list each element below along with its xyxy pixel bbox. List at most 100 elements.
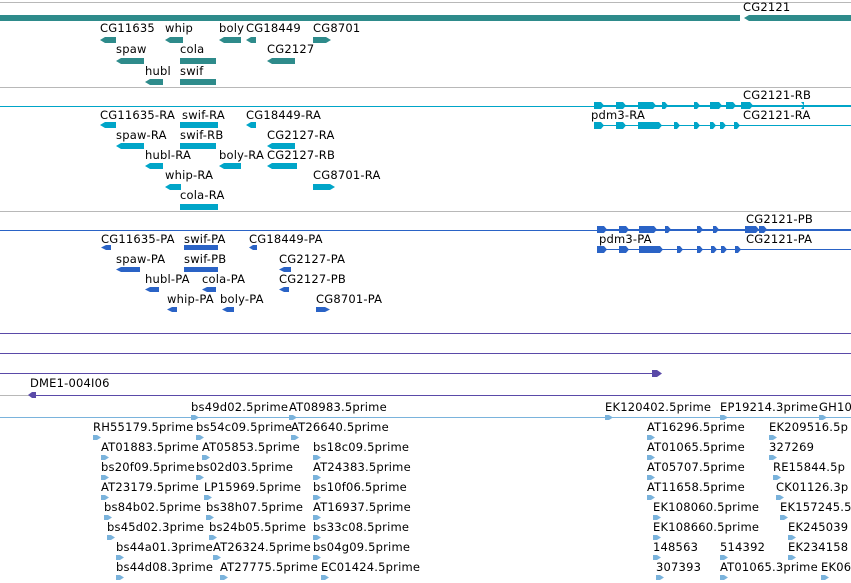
- feature-label-hubl-ra[interactable]: hubl-RA: [145, 148, 192, 162]
- transcript-bar-cg11635-ra[interactable]: [100, 122, 116, 128]
- feature-label-bs84b02-5prime[interactable]: bs84b02.5prime: [104, 500, 202, 514]
- transcript-chain-cg2121-rb[interactable]: [594, 102, 851, 109]
- feature-label-whip[interactable]: whip: [165, 21, 193, 35]
- est-mark-bs44a01-3prime[interactable]: [116, 555, 124, 560]
- gene-bar-boly[interactable]: [219, 37, 241, 43]
- est-mark-at16937-5prime[interactable]: [313, 515, 321, 520]
- feature-label-bs38h07-5prime[interactable]: bs38h07.5prime: [206, 500, 304, 514]
- est-mark-at26640-5prime[interactable]: [291, 435, 299, 440]
- est-mark-at01065-5prime[interactable]: [647, 455, 655, 460]
- protein-chain-pdm3-pa[interactable]: [597, 246, 747, 253]
- feature-label-cg2127-ra[interactable]: CG2127-RA: [267, 128, 335, 142]
- est-mark-bs38h07-5prime[interactable]: [206, 515, 214, 520]
- transcript-bar-cg2127-rb[interactable]: [267, 163, 297, 169]
- feature-label-307393[interactable]: 307393: [656, 560, 702, 574]
- feature-label-bs45d02-3prime[interactable]: bs45d02.3prime: [107, 520, 205, 534]
- feature-label-cg8701-ra[interactable]: CG8701-RA: [313, 168, 381, 182]
- feature-label-cg2127[interactable]: CG2127: [267, 42, 315, 56]
- feature-label-lp15969-5prime[interactable]: LP15969.5prime: [204, 480, 302, 494]
- est-mark-bs24b05-5prime[interactable]: [209, 535, 217, 540]
- feature-label-ep19214-3prime[interactable]: EP19214.3prime: [720, 400, 819, 414]
- feature-label-cg18449[interactable]: CG18449: [246, 21, 301, 35]
- est-mark-at05853-5prime[interactable]: [202, 455, 210, 460]
- feature-label-ek06[interactable]: EK06: [821, 560, 851, 574]
- est-mark-bs84b02-5prime[interactable]: [104, 515, 112, 520]
- feature-label-cola-ra[interactable]: cola-RA: [180, 188, 225, 202]
- feature-label-hubl[interactable]: hubl: [145, 64, 171, 78]
- feature-label-spaw-pa[interactable]: spaw-PA: [116, 252, 166, 266]
- est-mark-ek108660-5prime[interactable]: [653, 535, 661, 540]
- clone-start-marker[interactable]: [28, 392, 36, 398]
- feature-label-swif-pb[interactable]: swif-PB: [184, 252, 227, 266]
- feature-label-swif[interactable]: swif: [180, 64, 204, 78]
- feature-label-swif-ra[interactable]: swif-RA: [182, 108, 225, 122]
- feature-label-at24383-5prime[interactable]: AT24383.5prime: [313, 460, 411, 474]
- feature-label-swif-rb[interactable]: swif-RB: [180, 128, 224, 142]
- est-mark-ck01126-3p[interactable]: [776, 495, 784, 500]
- feature-label-at16937-5prime[interactable]: AT16937.5prime: [313, 500, 411, 514]
- gene-bar-whip[interactable]: [165, 37, 183, 43]
- feature-label-at05853-5prime[interactable]: AT05853.5prime: [202, 440, 300, 454]
- feature-label-re15844-5p[interactable]: RE15844.5p: [773, 460, 846, 474]
- feature-label-ek120402-5prime[interactable]: EK120402.5prime: [605, 400, 712, 414]
- feature-label-ck01126-3p[interactable]: CK01126.3p: [776, 480, 849, 494]
- transcript-bar-swif-ra[interactable]: [180, 122, 218, 128]
- protein-bar-spaw-pa[interactable]: [116, 267, 140, 272]
- est-mark-bs02d03-5prime[interactable]: [196, 475, 204, 480]
- transcript-bar-spaw-ra[interactable]: [116, 143, 144, 149]
- feature-label-cg18449-pa[interactable]: CG18449-PA: [249, 232, 323, 246]
- gene-bar-cola[interactable]: [180, 58, 216, 64]
- est-mark-ek234158[interactable]: [788, 555, 796, 560]
- est-mark-514392[interactable]: [720, 555, 728, 560]
- est-mark-at11658-5prime[interactable]: [647, 495, 655, 500]
- transcript-bar-whip-ra[interactable]: [165, 184, 181, 190]
- est-mark-bs10f06-5prime[interactable]: [313, 495, 321, 500]
- est-mark-at01065-3prime[interactable]: [720, 575, 728, 580]
- feature-label-pdm3-pa[interactable]: pdm3-PA: [599, 232, 652, 246]
- feature-label-pdm3-ra[interactable]: pdm3-RA: [591, 108, 646, 122]
- protein-bar-cola-pa[interactable]: [202, 287, 216, 292]
- feature-label-cg18449-ra[interactable]: CG18449-RA: [246, 108, 322, 122]
- feature-label-at01065-3prime[interactable]: AT01065.3prime: [720, 560, 818, 574]
- gene-bar-cg2127[interactable]: [267, 58, 295, 64]
- feature-label-gh10[interactable]: GH10: [819, 400, 851, 414]
- feature-label-at26324-5prime[interactable]: AT26324.5prime: [213, 540, 311, 554]
- est-mark-at26324-5prime[interactable]: [213, 555, 221, 560]
- feature-label-ek108060-5prime[interactable]: EK108060.5prime: [653, 500, 760, 514]
- feature-label-bs24b05-5prime[interactable]: bs24b05.5prime: [209, 520, 307, 534]
- protein-bar-swif-pb[interactable]: [184, 267, 218, 272]
- feature-label-148563[interactable]: 148563: [653, 540, 699, 554]
- feature-label-ek209516-5p[interactable]: EK209516.5p: [769, 420, 849, 434]
- est-mark-148563[interactable]: [653, 555, 661, 560]
- feature-label-at23179-5prime[interactable]: AT23179.5prime: [101, 480, 199, 494]
- est-mark-ek157245-5[interactable]: [780, 515, 788, 520]
- feature-label-at16296-5prime[interactable]: AT16296.5prime: [647, 420, 745, 434]
- est-mark-ek209516-5p[interactable]: [769, 435, 777, 440]
- feature-label-cg8701[interactable]: CG8701: [313, 21, 361, 35]
- feature-label-bs20f09-5prime[interactable]: bs20f09.5prime: [101, 460, 195, 474]
- feature-label-ek234158[interactable]: EK234158: [788, 540, 849, 554]
- transcript-bar-cg8701-ra[interactable]: [313, 184, 335, 190]
- feature-label-cg2121-pa[interactable]: CG2121-PA: [746, 232, 813, 246]
- est-mark-bs04g09-5prime[interactable]: [313, 555, 321, 560]
- est-mark-327269[interactable]: [769, 455, 777, 460]
- feature-label-bs54c09-5prime[interactable]: bs54c09.5prime: [196, 420, 293, 434]
- est-mark-307393[interactable]: [656, 575, 664, 580]
- est-mark-at16296-5prime[interactable]: [647, 435, 655, 440]
- feature-label-at05707-5prime[interactable]: AT05707.5prime: [647, 460, 745, 474]
- feature-label-swif-pa[interactable]: swif-PA: [184, 232, 226, 246]
- feature-label-at01065-5prime[interactable]: AT01065.5prime: [647, 440, 745, 454]
- feature-label-bs44d08-3prime[interactable]: bs44d08.3prime: [116, 560, 214, 574]
- est-mark-lp15969-5prime[interactable]: [204, 495, 212, 500]
- feature-label-cg2121[interactable]: CG2121: [743, 0, 791, 14]
- feature-label-rh55179-5prime[interactable]: RH55179.5prime: [93, 420, 194, 434]
- feature-label-at27775-5prime[interactable]: AT27775.5prime: [220, 560, 318, 574]
- est-mark-at23179-5prime[interactable]: [101, 495, 109, 500]
- gene-bar-cg11635[interactable]: [100, 37, 116, 43]
- est-mark-bs44d08-3prime[interactable]: [116, 575, 124, 580]
- feature-label-cg11635[interactable]: CG11635: [100, 21, 155, 35]
- est-mark-bs20f09-5prime[interactable]: [101, 475, 109, 480]
- protein-bar-cg2127-pa[interactable]: [279, 267, 291, 272]
- feature-label-bs49d02-5prime[interactable]: bs49d02.5prime: [191, 400, 289, 414]
- gene-bar-cg2121-right[interactable]: [744, 15, 851, 21]
